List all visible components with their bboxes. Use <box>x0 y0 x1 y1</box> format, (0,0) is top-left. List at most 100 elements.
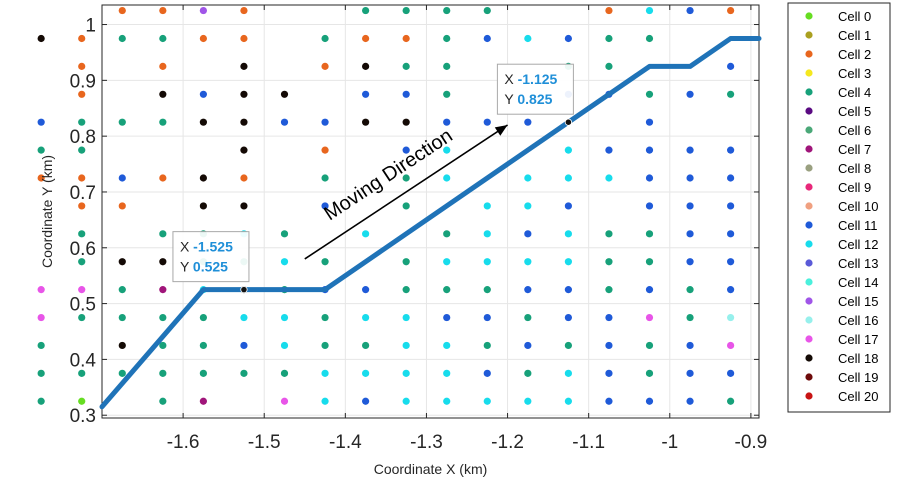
legend-label: Cell 4 <box>838 85 871 100</box>
scatter-point <box>645 90 654 98</box>
datatip-y-row: Y 0.525 <box>180 259 228 275</box>
scatter-point <box>564 174 572 182</box>
legend-item: Cell 17 <box>805 332 878 347</box>
legend-label: Cell 7 <box>838 142 871 157</box>
legend-item: Cell 8 <box>805 161 871 176</box>
scatter-point <box>727 230 735 238</box>
legend-marker <box>805 88 813 96</box>
legend-marker <box>805 335 813 343</box>
scatter-point <box>362 6 370 15</box>
trajectory-marker <box>240 286 248 294</box>
legend-marker <box>805 259 813 267</box>
legend-label: Cell 16 <box>838 313 878 328</box>
scatter-point <box>78 202 86 210</box>
axis-ticks: -1.6 -1.5 -1.4 -1.3 -1.2 -1.1 -1 -0.9 0.3 0.4 0.5 0… <box>70 5 767 453</box>
scatter-point <box>159 118 167 126</box>
scatter-point <box>483 258 491 266</box>
scatter-point <box>402 90 410 98</box>
scatter-point <box>605 369 613 377</box>
direction-arrow-shaft <box>304 124 508 260</box>
scatter-point <box>402 369 410 377</box>
scatter-point <box>483 34 491 43</box>
scatter-point <box>483 397 491 405</box>
legend-item: Cell 4 <box>805 85 871 100</box>
scatter-point <box>78 286 86 294</box>
scatter-point <box>605 6 613 15</box>
scatter-point <box>199 6 207 15</box>
scatter-point <box>645 286 654 294</box>
x-tick-label: -1.3 <box>410 432 443 453</box>
y-tick-label: 0.7 <box>70 183 96 204</box>
scatter-point <box>443 90 451 98</box>
legend-marker <box>805 12 813 20</box>
scatter-point <box>605 34 613 43</box>
legend-label: Cell 11 <box>838 218 878 233</box>
scatter-point <box>37 313 45 322</box>
legend-marker <box>805 126 813 134</box>
datatip[interactable]: X -1.525 Y 0.525 <box>172 231 250 283</box>
scatter-point <box>280 230 289 238</box>
legend-label: Cell 15 <box>838 294 878 309</box>
scatter-point <box>280 313 289 322</box>
legend-marker <box>805 145 813 153</box>
scatter-point <box>199 369 207 377</box>
scatter-point <box>78 230 86 238</box>
scatter-point <box>159 90 167 98</box>
scatter-point <box>443 230 451 238</box>
scatter-point <box>321 146 329 154</box>
legend-marker <box>805 107 813 115</box>
datatip-x-row: X -1.125 <box>504 71 557 87</box>
scatter-point <box>362 397 370 405</box>
scatter-point <box>240 62 248 70</box>
scatter-point <box>159 397 167 405</box>
scatter-point <box>78 62 86 70</box>
x-tick-label: -1.2 <box>491 432 524 453</box>
datatips: X -1.525 Y 0.525 X -1.125 Y 0.825 <box>172 63 574 283</box>
scatter-point <box>199 341 207 350</box>
scatter-point <box>443 258 451 266</box>
scatter-point <box>118 6 126 15</box>
scatter-point <box>321 397 329 405</box>
scatter-point <box>280 118 289 126</box>
trajectory-markers <box>240 118 572 294</box>
scatter-point <box>118 34 126 43</box>
datatip[interactable]: X -1.125 Y 0.825 <box>496 63 574 115</box>
scatter-point <box>686 313 694 322</box>
scatter-point <box>645 146 654 154</box>
scatter-point <box>321 118 329 126</box>
scatter-point <box>37 146 45 154</box>
datatip-box <box>496 63 574 115</box>
scatter-point <box>686 90 694 98</box>
scatter-point <box>564 34 572 43</box>
legend-marker <box>805 297 813 305</box>
x-tick-label: -1.6 <box>167 432 200 453</box>
scatter-point <box>362 230 370 238</box>
scatter-point <box>37 341 45 350</box>
scatter-point <box>483 230 491 238</box>
legend-marker <box>805 278 813 286</box>
legend-marker <box>805 373 813 381</box>
scatter-point <box>199 34 207 43</box>
y-tick-label: 0.5 <box>70 295 96 316</box>
scatter-point <box>645 230 654 238</box>
scatter-point <box>321 62 329 70</box>
scatter-point <box>37 397 45 405</box>
scatter-point <box>443 369 451 377</box>
legend-marker <box>805 202 813 210</box>
scatter-point <box>564 369 572 377</box>
scatter-point <box>321 341 329 350</box>
scatter-point <box>78 90 86 98</box>
scatter-point <box>402 286 410 294</box>
scatter-point <box>483 286 491 294</box>
scatter-point <box>483 341 491 350</box>
scatter-point <box>443 341 451 350</box>
legend-label: Cell 0 <box>838 9 871 24</box>
scatter-point <box>321 34 329 43</box>
scatter-point <box>605 62 613 70</box>
scatter-point <box>402 397 410 405</box>
scatter-point <box>402 202 410 210</box>
scatter-point <box>280 90 289 98</box>
scatter-point <box>321 258 329 266</box>
scatter-point <box>402 62 410 70</box>
scatter-point <box>402 258 410 266</box>
